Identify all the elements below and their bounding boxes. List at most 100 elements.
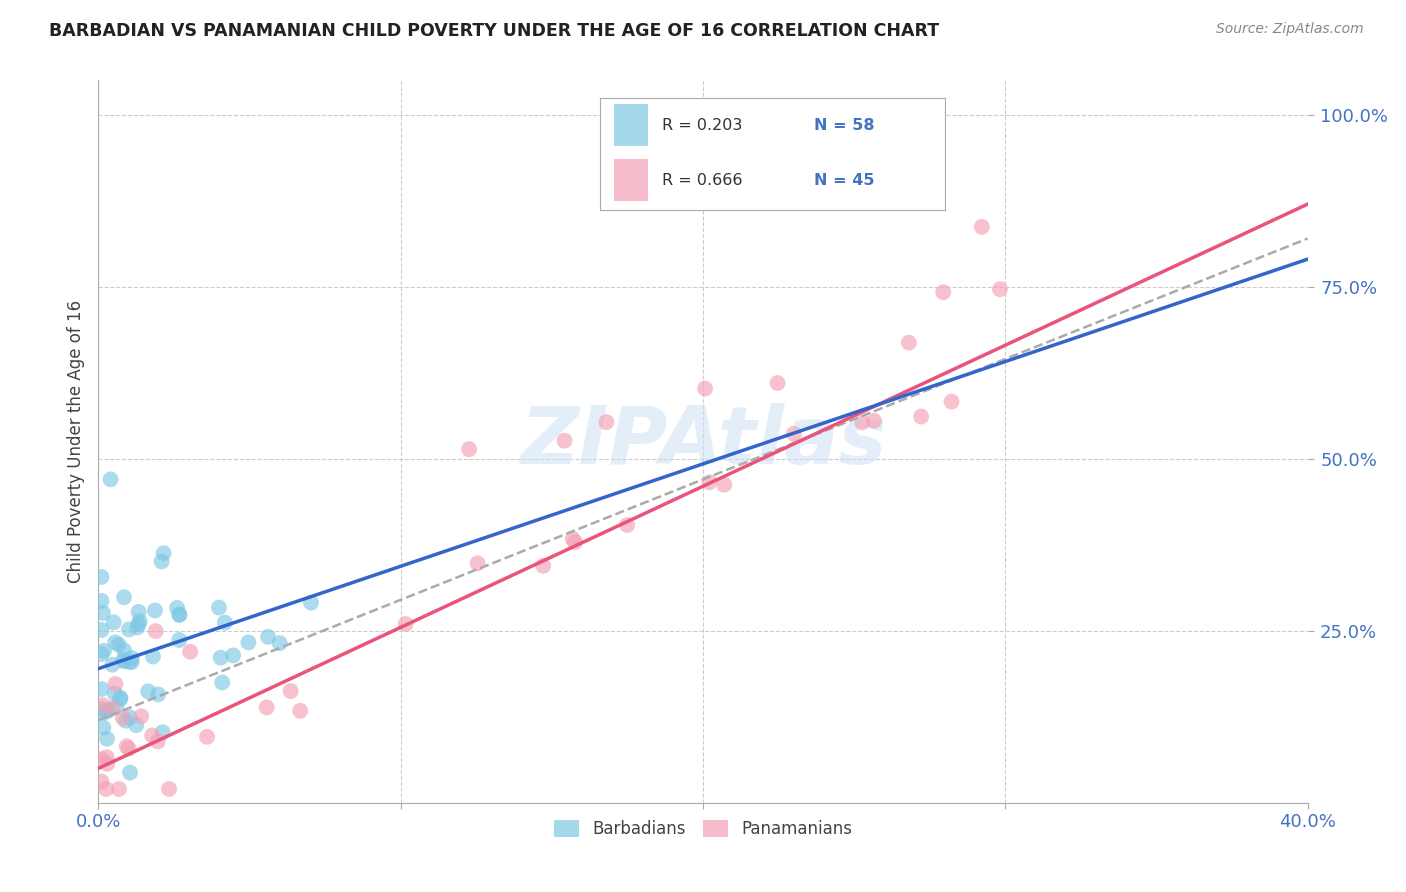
Point: [146, 734, 169, 748]
Point: [136, 684, 159, 698]
Point: [118, 710, 141, 724]
Point: [91, 721, 114, 735]
Point: [96, 750, 118, 764]
Point: [169, 607, 191, 622]
Point: [128, 614, 150, 628]
Point: [112, 591, 135, 605]
Point: [142, 649, 165, 664]
Point: [209, 650, 232, 665]
Point: [211, 675, 233, 690]
Point: [553, 434, 575, 448]
Point: [257, 630, 280, 644]
Point: [970, 219, 993, 234]
Point: [269, 636, 291, 650]
Point: [157, 782, 180, 797]
Point: [179, 645, 201, 659]
Point: [143, 603, 166, 617]
Point: [146, 688, 169, 702]
Point: [96, 731, 118, 746]
Point: [783, 426, 806, 441]
Point: [110, 692, 132, 706]
Point: [93, 706, 115, 720]
Text: Source: ZipAtlas.com: Source: ZipAtlas.com: [1216, 22, 1364, 37]
Point: [766, 376, 789, 390]
Point: [531, 558, 554, 573]
Point: [121, 655, 143, 669]
Point: [737, 156, 759, 170]
Point: [90, 647, 112, 661]
Point: [238, 635, 260, 649]
Point: [167, 607, 190, 622]
Point: [699, 475, 721, 490]
Point: [988, 282, 1011, 296]
Point: [120, 765, 142, 780]
Point: [280, 684, 302, 698]
Point: [121, 651, 143, 665]
Point: [101, 701, 124, 715]
Point: [299, 596, 322, 610]
Point: [112, 654, 135, 668]
Point: [290, 704, 312, 718]
Point: [458, 442, 481, 457]
Point: [91, 606, 114, 620]
Point: [90, 774, 112, 789]
Point: [104, 686, 127, 700]
Text: ZIPAtlas: ZIPAtlas: [520, 402, 886, 481]
Point: [150, 554, 173, 568]
Point: [713, 477, 735, 491]
Point: [90, 594, 112, 608]
Point: [128, 605, 150, 619]
Point: [941, 394, 963, 409]
Point: [107, 638, 129, 652]
Point: [105, 700, 128, 714]
Y-axis label: Child Poverty Under the Age of 16: Child Poverty Under the Age of 16: [66, 300, 84, 583]
Point: [112, 653, 135, 667]
Point: [145, 624, 167, 639]
Point: [595, 415, 617, 429]
Point: [118, 655, 141, 669]
Point: [214, 615, 236, 630]
Point: [152, 546, 174, 560]
Point: [616, 518, 638, 533]
Point: [910, 409, 932, 424]
Point: [932, 285, 955, 300]
Point: [395, 617, 418, 632]
Point: [90, 681, 112, 696]
Point: [127, 620, 149, 634]
Point: [152, 725, 174, 739]
Point: [129, 709, 152, 723]
Point: [93, 644, 115, 658]
Point: [91, 698, 114, 713]
Point: [467, 557, 489, 571]
Point: [222, 648, 245, 663]
Point: [90, 702, 112, 716]
Point: [97, 704, 120, 718]
Point: [90, 752, 112, 766]
Point: [96, 756, 118, 771]
Point: [112, 643, 135, 657]
Point: [128, 617, 150, 632]
Point: [195, 730, 218, 744]
Point: [101, 657, 124, 672]
Legend: Barbadians, Panamanians: Barbadians, Panamanians: [547, 814, 859, 845]
Point: [166, 600, 188, 615]
Point: [104, 635, 127, 649]
Point: [114, 714, 136, 728]
Point: [111, 711, 134, 725]
Point: [104, 677, 127, 691]
Point: [693, 382, 716, 396]
Point: [110, 690, 132, 705]
Point: [561, 532, 583, 546]
Point: [208, 600, 231, 615]
Point: [897, 335, 920, 350]
Point: [97, 703, 120, 717]
Point: [94, 782, 117, 797]
Point: [118, 623, 141, 637]
Point: [115, 739, 138, 754]
Point: [90, 623, 112, 637]
Point: [117, 741, 139, 756]
Point: [863, 414, 886, 428]
Point: [100, 472, 122, 486]
Point: [851, 416, 873, 430]
Point: [103, 615, 125, 630]
